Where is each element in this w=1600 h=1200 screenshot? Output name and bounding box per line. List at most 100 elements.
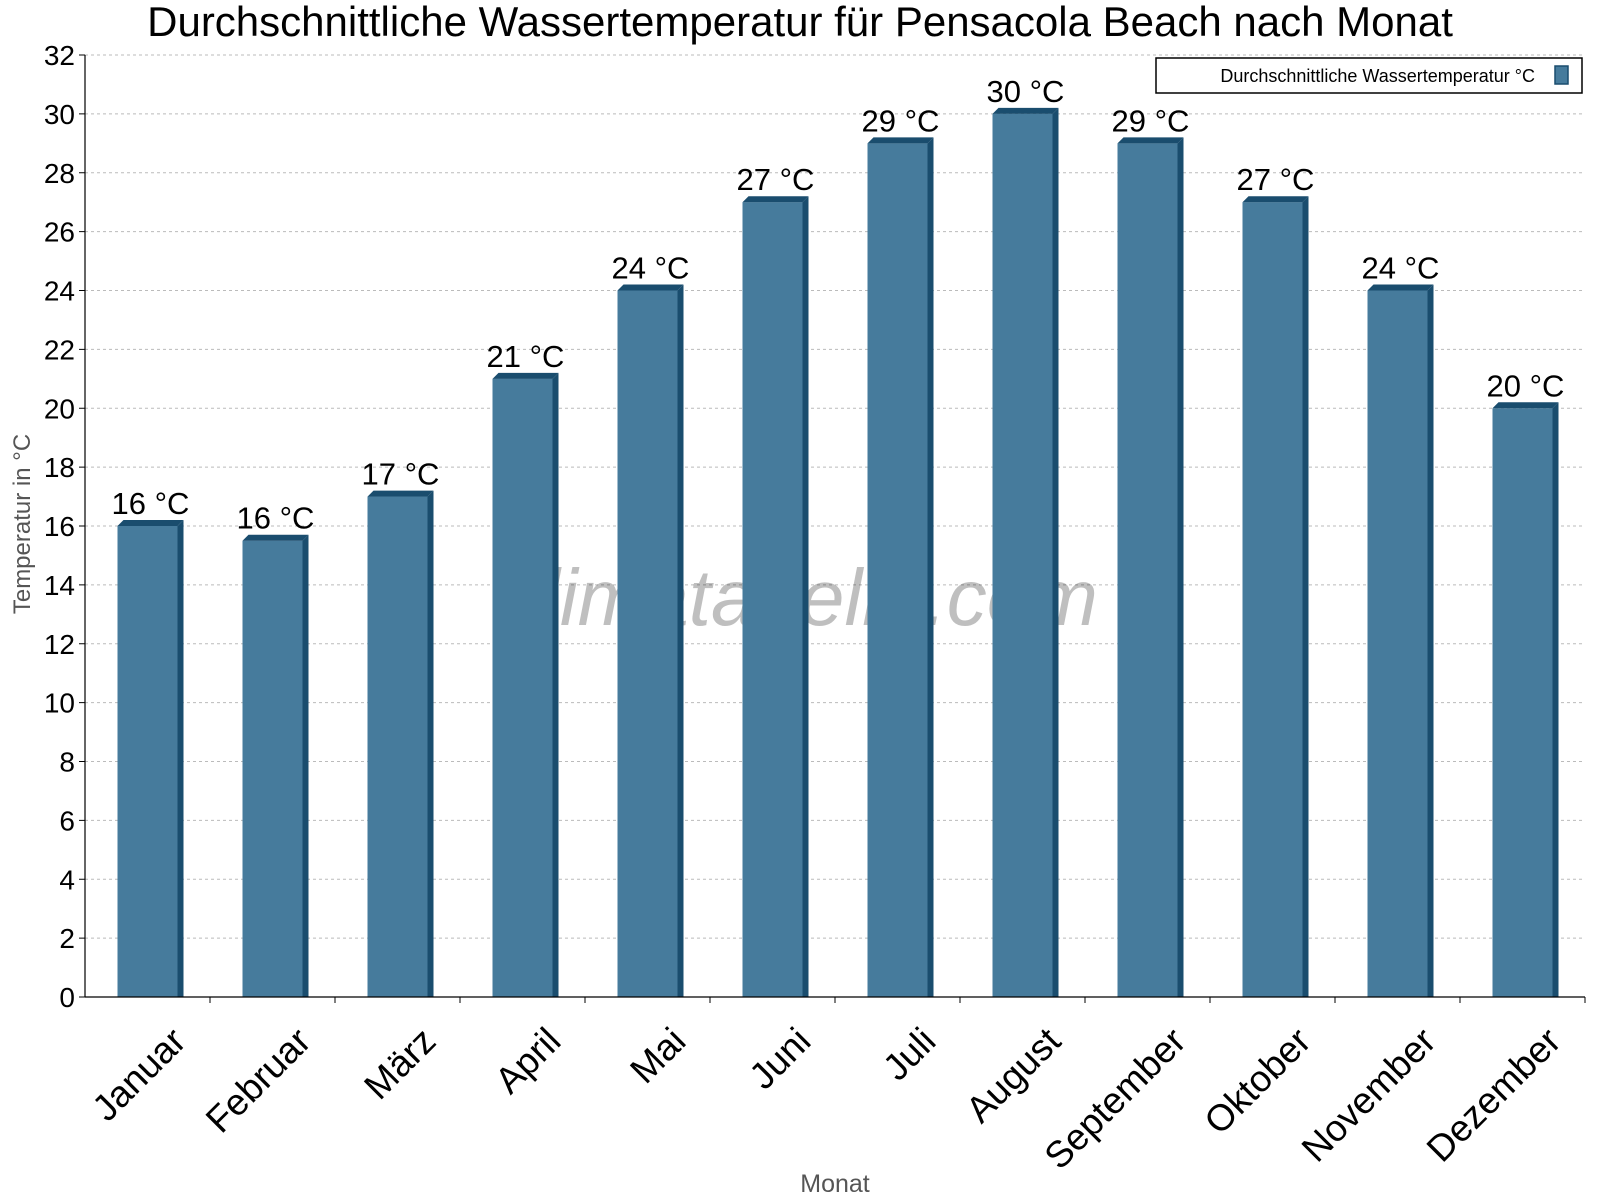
bar-märz	[367, 490, 434, 997]
data-label: 16 °C	[112, 486, 190, 521]
bar-face	[117, 526, 178, 997]
x-tick-label: Juni	[741, 1020, 818, 1097]
y-tick-label: 6	[59, 805, 75, 836]
bar-face	[1242, 202, 1303, 997]
bar-side	[677, 284, 684, 997]
y-tick-label: 26	[44, 217, 75, 248]
legend: Durchschnittliche Wassertemperatur °C	[1155, 57, 1583, 94]
y-tick-label: 4	[59, 864, 75, 895]
bar-top	[117, 520, 184, 526]
bar-face	[492, 378, 553, 997]
x-axis-label: Monat	[800, 1170, 870, 1198]
bar-oktober	[1242, 196, 1309, 997]
bar-top	[1367, 284, 1434, 291]
bar-top	[242, 534, 309, 541]
legend-box	[1155, 57, 1583, 94]
bar-side	[1552, 402, 1559, 997]
bar-side	[177, 520, 184, 997]
chart-title: Durchschnittliche Wassertemperatur für P…	[147, 0, 1453, 45]
y-tick-label: 10	[44, 688, 75, 719]
data-label: 21 °C	[487, 339, 565, 374]
y-tick-label: 2	[59, 923, 75, 954]
data-labels: 16 °C 16 °C 17 °C 21 °C 24 °C 27 °C 29 °C 30 °C…	[112, 74, 1565, 536]
x-tick-label: November	[1294, 1020, 1444, 1170]
bar-top	[367, 490, 434, 497]
bar-face	[1367, 290, 1428, 997]
data-label: 29 °C	[862, 103, 940, 138]
x-tick-label: Januar	[84, 1020, 193, 1129]
axes	[79, 54, 1586, 1003]
bar-januar	[117, 520, 184, 997]
legend-swatch	[1554, 65, 1569, 85]
y-tick-label: 28	[44, 158, 75, 189]
bar-top	[742, 196, 809, 203]
y-tick-label: 22	[44, 334, 75, 365]
bar-side	[552, 372, 559, 997]
bar-face	[742, 202, 803, 997]
data-label: 27 °C	[737, 162, 815, 197]
data-label: 17 °C	[362, 457, 440, 492]
data-label: 24 °C	[612, 251, 690, 286]
bar-top	[867, 137, 934, 144]
bar-face	[1117, 143, 1178, 997]
x-tick-label: Oktober	[1196, 1020, 1318, 1142]
bar-face	[1492, 408, 1553, 997]
bar-februar	[242, 534, 309, 997]
data-label: 20 °C	[1487, 368, 1565, 403]
bar-face	[992, 113, 1053, 997]
data-label: 29 °C	[1112, 103, 1190, 138]
y-tick-label: 12	[44, 629, 75, 660]
y-tick-label: 8	[59, 747, 75, 778]
bar-top	[1492, 402, 1559, 409]
bar-side	[802, 196, 809, 997]
bar-november	[1367, 284, 1434, 997]
x-tick-label: Juli	[875, 1020, 943, 1088]
data-label: 27 °C	[1237, 162, 1315, 197]
bar-face	[867, 143, 928, 997]
bar-juni	[742, 196, 809, 997]
bar-side	[1177, 137, 1184, 997]
bar-face	[617, 290, 678, 997]
grid-lines	[85, 54, 1585, 939]
bars	[117, 107, 1559, 997]
bar-top	[1117, 137, 1184, 144]
y-axis-label: Temperatur in °C	[9, 434, 36, 614]
bar-top	[992, 107, 1059, 114]
bar-face	[367, 496, 428, 997]
data-label: 24 °C	[1362, 251, 1440, 286]
y-tick-label: 18	[44, 452, 75, 483]
bar-august	[992, 107, 1059, 997]
data-label: 30 °C	[987, 74, 1065, 109]
bar-side	[1052, 107, 1059, 997]
bar-april	[492, 372, 559, 997]
y-tick-label: 0	[59, 982, 75, 1013]
x-tick-label: August	[958, 1019, 1069, 1130]
bar-mai	[617, 284, 684, 997]
x-tick-label: Dezember	[1419, 1020, 1569, 1170]
x-tick-label: April	[487, 1020, 568, 1101]
bar-side	[427, 490, 434, 997]
bar-dezember	[1492, 402, 1559, 997]
bar-side	[1427, 284, 1434, 997]
bar-top	[492, 372, 559, 379]
x-tick-labels: Januar Februar März April Mai Juni Juli AugustS…	[84, 1019, 1568, 1176]
bar-top	[1242, 196, 1309, 203]
bar-side	[1302, 196, 1309, 997]
bar-juli	[867, 137, 934, 997]
x-tick-label: März	[356, 1020, 443, 1107]
x-tick-label: Februar	[198, 1020, 319, 1141]
data-label: 16 °C	[237, 501, 315, 536]
y-tick-label: 32	[44, 40, 75, 71]
bar-september	[1117, 137, 1184, 997]
legend-label: Durchschnittliche Wassertemperatur °C	[1220, 66, 1535, 86]
y-tick-label: 14	[44, 570, 75, 601]
x-tick-label: Mai	[622, 1020, 693, 1091]
bar-face	[242, 540, 303, 997]
bar-top	[617, 284, 684, 291]
y-tick-label: 24	[44, 276, 75, 307]
y-tick-label: 16	[44, 511, 75, 542]
y-tick-label: 20	[44, 393, 75, 424]
y-tick-label: 30	[44, 99, 75, 130]
